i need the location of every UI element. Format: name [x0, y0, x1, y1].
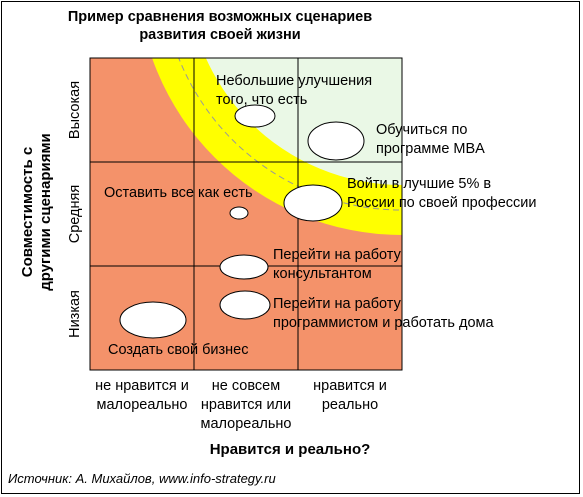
bubble-consultant	[219, 254, 269, 280]
source-credit: Источник: А. Михайлов, www.info-strategy…	[8, 471, 276, 486]
x-category-partial: не совсем нравится или малореально	[191, 377, 301, 434]
label-mba-line-2: программе MBA	[376, 141, 485, 157]
label-programmer-home-line-2: программистом и работать дома	[273, 315, 494, 331]
bubble-own-business	[119, 301, 187, 339]
x-category-dislike: не нравится и малореально	[87, 377, 197, 415]
y-axis-title-line-1: Совместимость с	[19, 146, 36, 278]
label-consultant-line-2: консультантом	[273, 266, 372, 282]
label-small-improvements: Небольшие улучшения того, что есть	[216, 72, 372, 110]
label-own-business: Создать свой бизнес	[108, 341, 249, 360]
bubble-top-5-percent	[283, 184, 343, 222]
x-category-partial-line-1: не совсем	[211, 378, 281, 394]
title-line-1: Пример сравнения возможных сценариев	[67, 9, 373, 25]
label-own-business-line-1: Создать свой бизнес	[108, 342, 249, 358]
label-mba-line-1: Обучиться по	[376, 122, 468, 138]
label-consultant-line-1: Перейти на работу	[273, 247, 401, 263]
label-top-5-percent-line-1: Войти в лучшие 5% в	[347, 176, 492, 192]
x-category-dislike-line-2: малореально	[96, 397, 188, 413]
label-mba: Обучиться по программе MBA	[376, 121, 485, 159]
x-category-partial-line-2: нравится или	[200, 397, 292, 413]
y-category-high: Высокая	[67, 80, 83, 140]
x-category-like: нравится и реально	[295, 377, 405, 415]
diagram-title: Пример сравнения возможных сценариев раз…	[0, 8, 440, 44]
label-top-5-percent-line-2: России по своей профессии	[347, 195, 537, 211]
x-category-partial-line-3: малореально	[200, 416, 292, 432]
label-consultant: Перейти на работу консультантом	[273, 246, 401, 284]
bubble-programmer-home	[219, 290, 271, 320]
y-category-medium: Средняя	[67, 184, 83, 244]
bubble-small-improvements	[234, 104, 276, 128]
x-axis-title: Нравится и реально?	[209, 441, 371, 458]
label-programmer-home-line-1: Перейти на работу	[273, 296, 401, 312]
label-top-5-percent: Войти в лучшие 5% в России по своей проф…	[347, 175, 537, 213]
x-category-dislike-line-1: не нравится и	[95, 378, 189, 394]
bubble-mba	[307, 121, 365, 161]
bubble-keep-as-is	[229, 206, 249, 220]
label-small-improvements-line-1: Небольшие улучшения	[216, 73, 373, 89]
y-axis-title-line-2: другими сценариями	[37, 133, 54, 291]
y-axis-title: Совместимость с другими сценариями	[19, 133, 55, 291]
title-line-2: развития своей жизни	[139, 27, 301, 43]
label-keep-as-is-line-1: Оставить все как есть	[104, 185, 253, 201]
x-category-like-line-1: нравится и	[313, 378, 387, 394]
x-category-like-line-2: реально	[321, 397, 379, 413]
y-category-low: Низкая	[67, 290, 83, 338]
label-small-improvements-line-2: того, что есть	[216, 92, 308, 108]
label-keep-as-is: Оставить все как есть	[104, 184, 253, 203]
label-programmer-home: Перейти на работу программистом и работа…	[273, 295, 494, 333]
